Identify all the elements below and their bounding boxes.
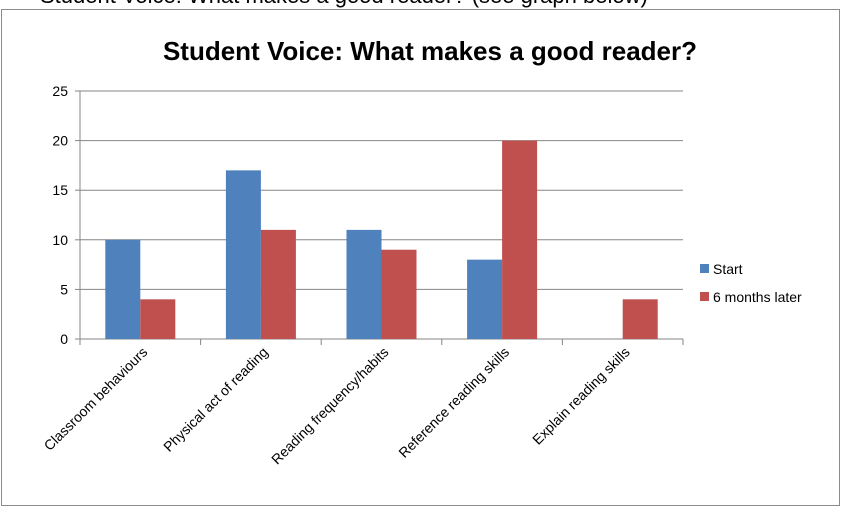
top-text: Student Voice: What makes a good reader?…: [0, 0, 648, 8]
bar-start: [346, 229, 382, 339]
y-tick-label: 15: [52, 182, 68, 198]
y-tick-label: 20: [52, 133, 68, 149]
legend-label: 6 months later: [713, 289, 802, 305]
top-text-strip: Student Voice: What makes a good reader?…: [0, 0, 844, 8]
bar-later: [260, 229, 296, 339]
y-tick-label: 25: [52, 83, 68, 99]
bar-later: [140, 299, 176, 339]
legend-swatch: [700, 292, 709, 301]
chart-frame: [1, 9, 840, 506]
category-label: Reference reading skills: [395, 344, 512, 461]
bar-start: [225, 170, 261, 339]
category-label: Physical act of reading: [160, 344, 271, 455]
bar-start: [105, 239, 141, 339]
y-tick-label: 0: [60, 331, 68, 347]
chart-title: Student Voice: What makes a good reader?: [163, 36, 697, 66]
category-label: Reading frequency/habits: [268, 344, 392, 468]
category-label: Classroom behaviours: [41, 344, 151, 454]
y-axis-tick-labels: 0 5 10 15 20 25: [52, 83, 68, 347]
x-axis-category-labels: Classroom behaviours Physical act of read…: [41, 344, 633, 468]
bar-later: [502, 140, 538, 339]
legend-label: Start: [713, 261, 743, 277]
legend-swatch: [700, 264, 709, 273]
bar-later: [381, 249, 417, 339]
bar-start: [467, 259, 503, 339]
bar-later: [622, 299, 658, 339]
y-tick-label: 10: [52, 232, 68, 248]
y-tick-label: 5: [60, 281, 68, 297]
bars: [105, 140, 658, 339]
legend: Start 6 months later: [700, 261, 802, 305]
category-label: Explain reading skills: [529, 344, 633, 448]
